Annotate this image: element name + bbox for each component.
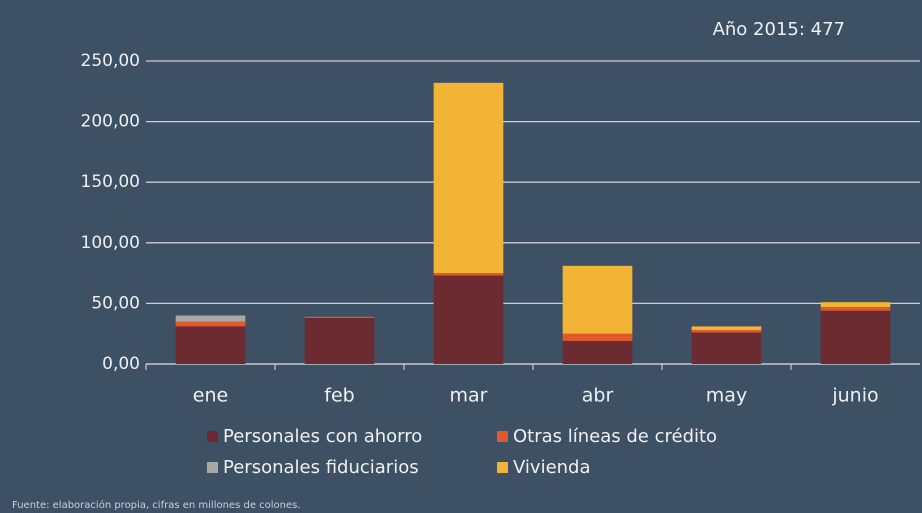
bar-segment <box>820 310 891 364</box>
bar-segment <box>304 317 375 364</box>
x-tick-label: may <box>706 385 747 407</box>
footnote: Fuente: elaboración propia, cifras en mi… <box>12 499 301 511</box>
bar-segment <box>820 307 891 311</box>
x-tick-label: feb <box>324 385 354 407</box>
x-tick-label: junio <box>831 385 878 407</box>
bar-segment <box>691 326 762 331</box>
bar-segment <box>691 332 762 364</box>
legend-label: Vivienda <box>513 457 591 478</box>
bar-segment <box>691 330 762 333</box>
bar-segment <box>820 302 891 308</box>
y-tick-label: 0,00 <box>102 354 140 374</box>
annotation: Año 2015: 477 <box>713 19 845 40</box>
legend-label: Personales con ahorro <box>223 426 422 447</box>
y-tick-label: 50,00 <box>91 293 140 313</box>
bar-segment <box>433 275 504 364</box>
x-tick-label: ene <box>193 385 228 407</box>
legend-marker <box>207 431 218 442</box>
bar-segment <box>433 273 504 276</box>
legend-marker <box>207 462 218 473</box>
legend-marker <box>497 431 508 442</box>
x-tick-label: abr <box>582 385 614 407</box>
bar-segment <box>433 82 504 274</box>
bar-segment <box>562 333 633 341</box>
bar-segment <box>304 316 375 318</box>
y-tick-label: 150,00 <box>81 172 140 192</box>
x-tick-label: mar <box>450 385 488 407</box>
legend-marker <box>497 462 508 473</box>
y-tick-label: 200,00 <box>81 112 140 132</box>
legend-label: Otras líneas de crédito <box>513 426 717 447</box>
bar-segment <box>175 326 246 364</box>
bar-segment <box>175 321 246 327</box>
y-tick-label: 250,00 <box>81 51 140 71</box>
bar-segment <box>562 340 633 364</box>
bar-segment <box>175 315 246 322</box>
legend-label: Personales fiduciarios <box>223 457 419 478</box>
bar-segment <box>562 265 633 334</box>
y-tick-label: 100,00 <box>81 233 140 253</box>
